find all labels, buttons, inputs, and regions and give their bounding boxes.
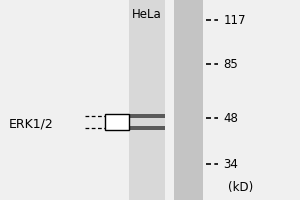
Text: HeLa: HeLa (132, 8, 162, 21)
Bar (129, 126, 165, 130)
Bar (129, 114, 165, 118)
Bar (129, 0, 165, 200)
Text: 117: 117 (224, 14, 246, 26)
Text: 34: 34 (224, 158, 238, 170)
Text: 48: 48 (224, 112, 238, 124)
Text: ERK1/2: ERK1/2 (9, 117, 54, 130)
Text: 85: 85 (224, 58, 238, 71)
Bar (174, 0, 203, 200)
Bar (105, 114, 129, 130)
Text: (kD): (kD) (228, 182, 253, 194)
